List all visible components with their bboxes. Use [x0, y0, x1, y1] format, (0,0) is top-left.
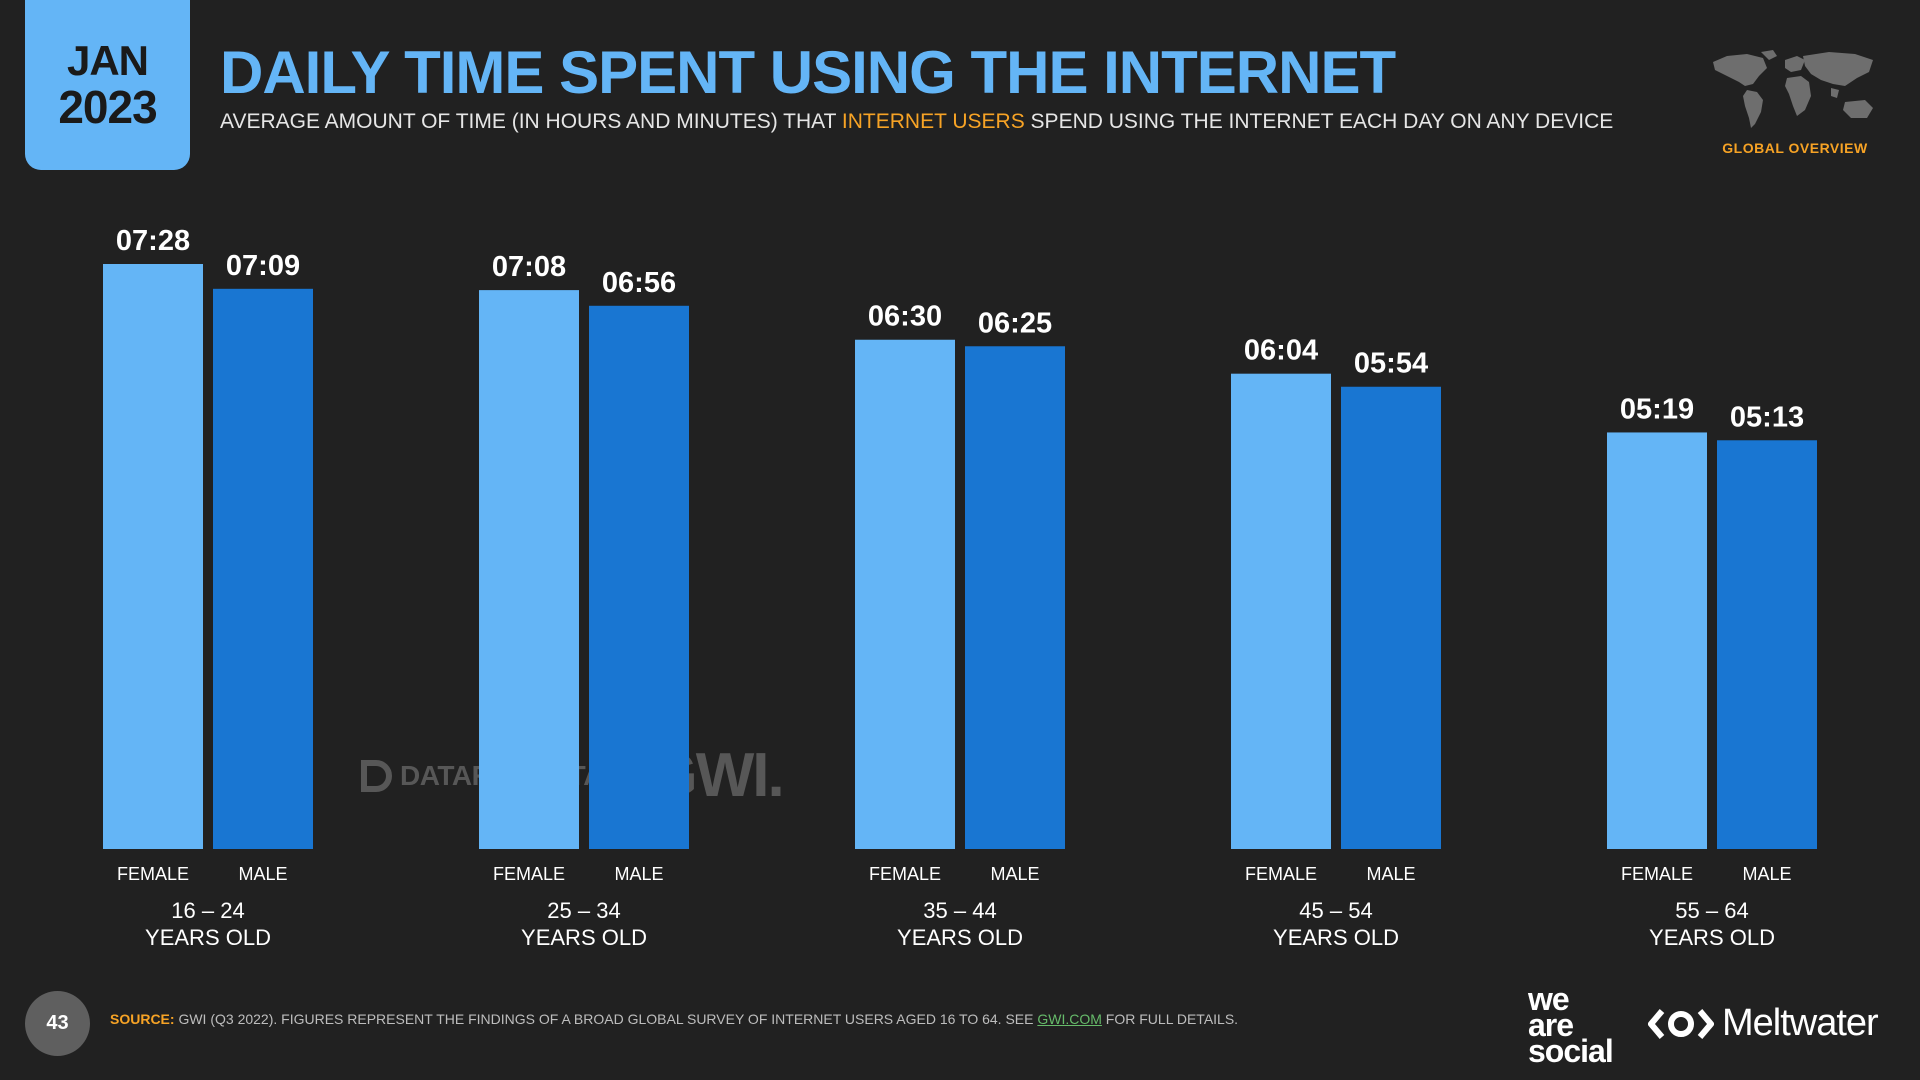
data-label-male-0: 07:09: [226, 250, 300, 282]
category-label-4-line2: YEARS OLD: [1649, 925, 1775, 950]
data-label-male-2: 06:25: [978, 307, 1052, 339]
meltwater-text: Meltwater: [1722, 1002, 1879, 1044]
category-label-4-line1: 55 – 64: [1675, 898, 1748, 923]
bar-female-3: [1231, 373, 1331, 849]
we-are-social-line2: are: [1528, 1007, 1574, 1043]
series-label-male-3: MALE: [1366, 864, 1415, 884]
subtitle-prefix: AVERAGE AMOUNT OF TIME (IN HOURS AND MIN…: [220, 110, 842, 133]
meltwater-logo: Meltwater: [1648, 1002, 1879, 1045]
series-label-male-2: MALE: [990, 864, 1039, 884]
series-label-male-1: MALE: [614, 864, 663, 884]
bar-female-2: [855, 339, 955, 849]
bar-male-1: [589, 305, 689, 849]
bar-male-2: [965, 346, 1065, 849]
category-label-1-line1: 25 – 34: [547, 898, 620, 923]
we-are-social-logo: we are social: [1528, 981, 1614, 1069]
we-are-social-line3: social: [1528, 1033, 1614, 1069]
category-label-3-line2: YEARS OLD: [1273, 925, 1399, 950]
source-text: GWI (Q3 2022). FIGURES REPRESENT THE FIN…: [174, 1011, 1038, 1027]
datareportal-logo-icon: [361, 759, 392, 792]
series-label-female-0: FEMALE: [117, 864, 189, 884]
data-label-female-4: 05:19: [1620, 393, 1694, 425]
data-label-female-0: 07:28: [116, 225, 190, 257]
meltwater-logo-icon: [1648, 1008, 1714, 1039]
we-are-social-line1: we: [1528, 981, 1570, 1017]
source-link[interactable]: GWI.COM: [1037, 1011, 1102, 1027]
page-title: DAILY TIME SPENT USING THE INTERNET: [220, 39, 1396, 106]
source-note: SOURCE: GWI (Q3 2022). FIGURES REPRESENT…: [110, 1011, 1238, 1027]
date-year: 2023: [58, 81, 157, 133]
bar-female-0: [103, 264, 203, 849]
series-label-male-4: MALE: [1742, 864, 1791, 884]
date-month: JAN: [66, 37, 149, 84]
series-label-female-2: FEMALE: [869, 864, 941, 884]
bar-male-0: [213, 288, 313, 849]
world-map-icon: [1713, 50, 1873, 128]
category-label-3-line1: 45 – 54: [1299, 898, 1372, 923]
page-subtitle: AVERAGE AMOUNT OF TIME (IN HOURS AND MIN…: [220, 110, 1613, 134]
data-label-female-3: 06:04: [1244, 335, 1318, 367]
bar-male-3: [1341, 386, 1441, 849]
date-badge: JAN 2023: [25, 0, 190, 170]
subtitle-highlight: INTERNET USERS: [841, 110, 1025, 133]
subtitle-suffix: SPEND USING THE INTERNET EACH DAY ON ANY…: [1024, 110, 1614, 133]
series-label-female-3: FEMALE: [1245, 864, 1317, 884]
category-label-2-line1: 35 – 44: [923, 898, 996, 923]
bar-female-4: [1607, 432, 1707, 849]
data-label-male-3: 05:54: [1354, 348, 1428, 380]
data-label-female-2: 06:30: [868, 301, 942, 333]
category-label-0-line2: YEARS OLD: [145, 925, 271, 950]
bar-male-4: [1717, 440, 1817, 849]
category-label-0-line1: 16 – 24: [171, 898, 244, 923]
data-label-male-1: 06:56: [602, 267, 676, 299]
source-end: FOR FULL DETAILS.: [1101, 1011, 1239, 1027]
series-label-female-1: FEMALE: [493, 864, 565, 884]
series-label-female-4: FEMALE: [1621, 864, 1693, 884]
bar-female-1: [479, 290, 579, 849]
series-label-male-0: MALE: [238, 864, 287, 884]
region-label: GLOBAL OVERVIEW: [1722, 140, 1868, 156]
page-number: 43: [25, 991, 90, 1056]
data-label-female-1: 07:08: [492, 251, 566, 283]
source-label: SOURCE:: [110, 1011, 175, 1027]
category-label-1-line2: YEARS OLD: [521, 925, 647, 950]
category-label-2-line2: YEARS OLD: [897, 925, 1023, 950]
data-label-male-4: 05:13: [1730, 401, 1804, 433]
